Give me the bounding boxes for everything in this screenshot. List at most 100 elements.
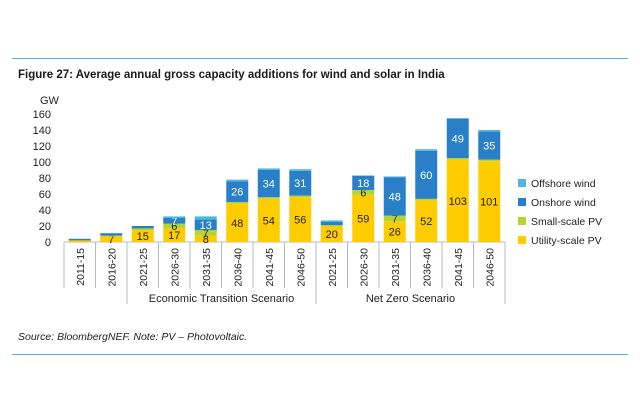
bar-segment-small-scale-pv — [194, 230, 217, 236]
data-label: 35 — [483, 141, 495, 153]
x-tick-label: 2041-45 — [264, 248, 276, 287]
data-label: 18 — [357, 178, 369, 190]
data-label: 7 — [171, 216, 177, 228]
x-tick-label: 2046-50 — [484, 248, 496, 287]
group-label: Net Zero Scenario — [366, 293, 455, 305]
top-divider-line — [12, 58, 628, 59]
bar-segment-utility-scale-pv — [352, 194, 375, 242]
bar-segment-offshore-wind — [446, 118, 469, 119]
bar-segment-onshore-wind — [257, 170, 280, 198]
data-label: 17 — [168, 230, 180, 242]
bar-segment-utility-scale-pv — [226, 203, 249, 242]
y-axis-label: GW — [40, 95, 60, 107]
bar-segment-utility-scale-pv — [100, 236, 123, 242]
bar-segment-utility-scale-pv — [131, 230, 154, 242]
y-tick-label: 60 — [39, 189, 51, 201]
bar-segment-utility-scale-pv — [446, 159, 469, 242]
bar-segment-utility-scale-pv — [194, 235, 217, 242]
bar-segment-small-scale-pv — [478, 159, 501, 162]
bar-segment-utility-scale-pv — [289, 197, 312, 242]
data-label: 101 — [480, 197, 498, 209]
data-label: 52 — [420, 216, 432, 228]
y-tick-label: 0 — [45, 237, 51, 249]
bar-segment-small-scale-pv — [289, 195, 312, 198]
y-tick-label: 120 — [33, 141, 51, 153]
y-tick-label: 20 — [39, 221, 51, 233]
data-label: 48 — [389, 191, 401, 203]
bar-segment-utility-scale-pv — [163, 228, 186, 242]
bar-segment-small-scale-pv — [100, 235, 123, 237]
data-label: 59 — [357, 213, 369, 225]
bar-segment-utility-scale-pv — [415, 200, 438, 242]
legend-label: Small-scale PV — [531, 216, 602, 228]
bar-segment-small-scale-pv — [257, 197, 280, 199]
group-label: Economic Transition Scenario — [149, 293, 295, 305]
data-label: 13 — [200, 220, 212, 232]
bar-segment-onshore-wind — [226, 181, 249, 202]
legend-swatch — [518, 217, 526, 225]
bar-segment-onshore-wind — [383, 177, 406, 216]
bar-segment-onshore-wind — [131, 226, 154, 229]
bar-segment-small-scale-pv — [352, 190, 375, 195]
x-tick-label: 2021-25 — [327, 248, 339, 287]
bar-segment-small-scale-pv — [163, 223, 186, 229]
bar-segment-offshore-wind — [320, 220, 343, 222]
bar-segment-onshore-wind — [478, 131, 501, 160]
data-label: 60 — [420, 170, 432, 182]
x-tick-label: 2026-30 — [169, 248, 181, 287]
bar-segment-onshore-wind — [163, 218, 186, 224]
x-tick-label: 2011-15 — [75, 248, 87, 286]
x-tick-label: 2026-30 — [358, 248, 370, 287]
x-tick-label: 2021-25 — [138, 248, 150, 287]
data-label: 26 — [231, 187, 243, 199]
bar-segment-onshore-wind — [194, 219, 217, 230]
bar-segment-small-scale-pv — [383, 215, 406, 222]
bar-segment-offshore-wind — [415, 149, 438, 151]
data-label: 8 — [203, 234, 209, 246]
y-tick-label: 140 — [33, 125, 51, 137]
figure-title: Figure 27: Average annual gross capacity… — [18, 69, 445, 81]
bar-segment-utility-scale-pv — [257, 198, 280, 242]
bar-segment-small-scale-pv — [446, 158, 469, 160]
bar-segment-onshore-wind — [100, 233, 123, 236]
x-tick-label: 2046-50 — [295, 248, 307, 287]
bottom-divider-line — [12, 354, 628, 355]
bar-segment-utility-scale-pv — [68, 240, 91, 242]
source-note: Source: BloombergNEF. Note: PV – Photovo… — [18, 331, 248, 343]
bar-segment-offshore-wind — [289, 169, 312, 171]
bar-segment-offshore-wind — [383, 176, 406, 178]
bar-segment-offshore-wind — [257, 168, 280, 170]
bar-segment-offshore-wind — [163, 216, 186, 218]
legend-swatch — [518, 236, 526, 244]
legend-swatch — [518, 179, 526, 187]
bar-segment-small-scale-pv — [415, 198, 438, 201]
data-label: 7 — [108, 234, 114, 246]
bar-segment-small-scale-pv — [226, 202, 249, 204]
bar-segment-utility-scale-pv — [383, 221, 406, 242]
y-tick-label: 160 — [33, 109, 51, 121]
x-tick-label: 2016-20 — [106, 248, 118, 287]
data-label: 31 — [294, 178, 306, 190]
data-label: 6 — [360, 187, 366, 199]
data-label: 26 — [389, 227, 401, 239]
legend-label: Onshore wind — [531, 197, 596, 209]
x-tick-label: 2036-40 — [421, 248, 433, 287]
data-label: 34 — [263, 179, 275, 191]
legend-label: Utility-scale PV — [531, 235, 602, 247]
legend-label: Offshore wind — [531, 178, 596, 190]
legend-swatch — [518, 198, 526, 206]
bar-segment-offshore-wind — [194, 216, 217, 220]
bar-segment-small-scale-pv — [131, 228, 154, 230]
data-label: 15 — [137, 231, 149, 243]
x-tick-label: 2041-45 — [453, 248, 465, 287]
y-tick-label: 100 — [33, 157, 51, 169]
data-label: 7 — [392, 213, 398, 225]
y-tick-label: 80 — [39, 173, 51, 185]
x-tick-label: 2031-35 — [201, 248, 213, 287]
bar-segment-onshore-wind — [320, 222, 343, 226]
data-label: 6 — [171, 221, 177, 233]
y-tick-label: 40 — [39, 205, 51, 217]
data-label: 49 — [452, 133, 464, 145]
data-label: 56 — [294, 215, 306, 227]
